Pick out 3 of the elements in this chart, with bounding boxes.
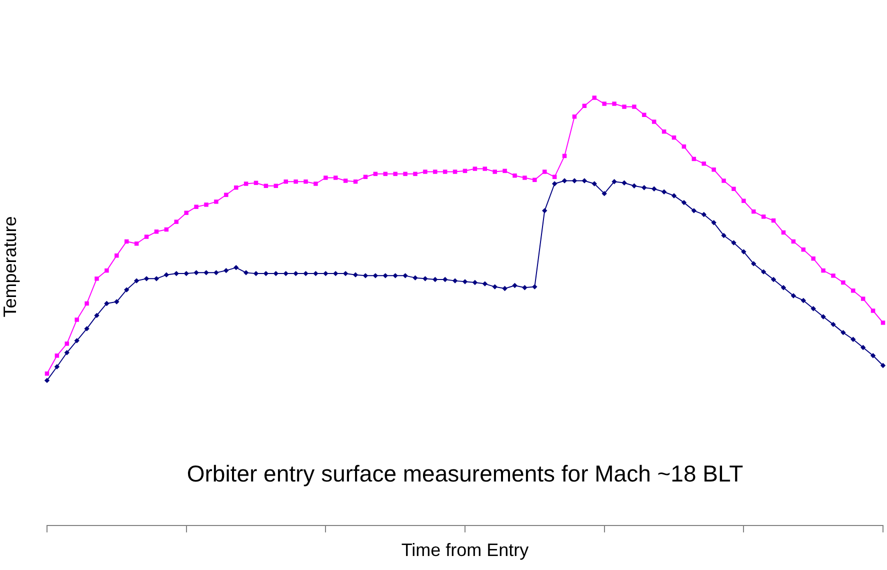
y-axis-title: Temperature <box>0 216 20 318</box>
text: Orbiter entry surface measurements for Mach ~18 BLT <box>186 460 744 487</box>
x-axis-title: Time from Entry <box>401 540 529 560</box>
